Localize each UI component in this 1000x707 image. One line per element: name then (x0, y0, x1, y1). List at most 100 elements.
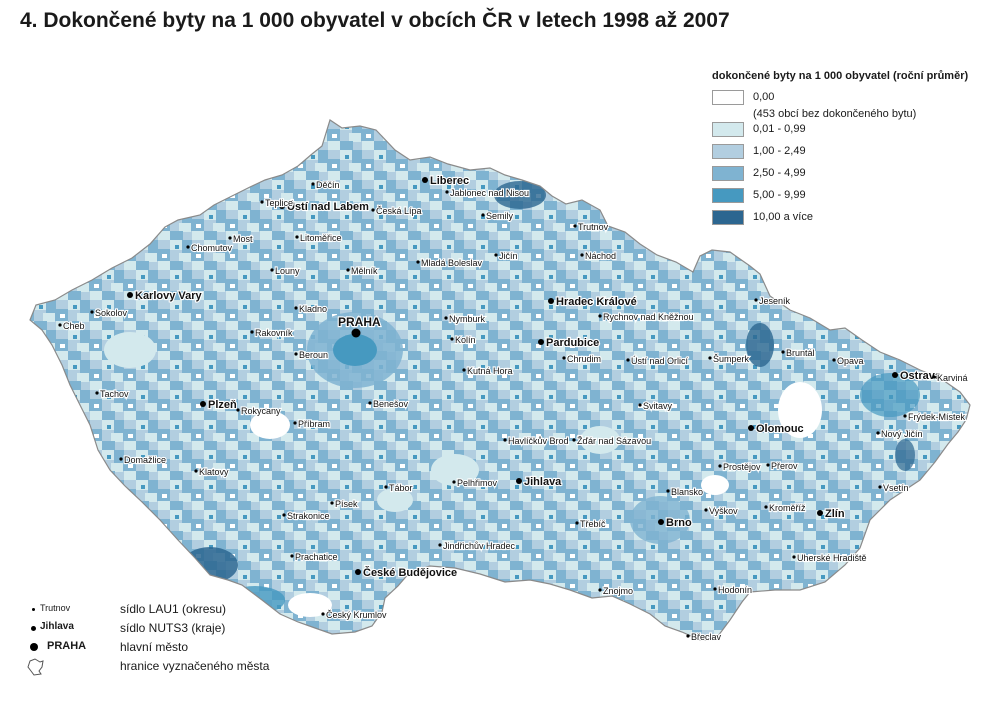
city-label-kromeriz: Kroměříž (769, 503, 806, 513)
capital-dot-icon (30, 643, 38, 651)
city-dot-breclav (686, 634, 690, 638)
city-label-most: Most (233, 234, 253, 244)
city-dot-liberec (422, 177, 428, 183)
city-label-kutna-hora: Kutná Hora (467, 366, 513, 376)
key-label-lau1: sídlo LAU1 (okresu) (120, 602, 227, 616)
city-label-decin: Děčín (316, 180, 340, 190)
city-label-praha: PRAHA (338, 315, 381, 329)
city-dot-domazlice (119, 457, 123, 461)
city-dot-cheb (58, 323, 62, 327)
city-label-louny: Louny (275, 266, 300, 276)
city-label-pardubice: Pardubice (546, 337, 599, 349)
city-label-jablonec-nad-nisou: Jablonec nad Nisou (450, 188, 529, 198)
city-label-beroun: Beroun (299, 350, 328, 360)
city-label-ceske-budejovice: České Budějovice (363, 566, 457, 579)
legend-label-1: 0,01 - 0,99 (753, 123, 806, 135)
city-dot-karlovy-vary (127, 292, 133, 298)
city-label-rokycany: Rokycany (241, 406, 281, 416)
city-dot-vsetin (878, 485, 882, 489)
city-label-pisek: Písek (335, 499, 358, 509)
city-label-zdar-nad-sazavou: Žďár nad Sázavou (577, 436, 651, 446)
lau1-dot-icon (32, 608, 35, 611)
city-dot-kladno (294, 306, 298, 310)
legend-label-4: 5,00 - 9,99 (753, 189, 806, 201)
map-title: 4. Dokončené byty na 1 000 obyvatel v ob… (20, 9, 730, 32)
city-label-opava: Opava (837, 356, 864, 366)
city-dot-kromeriz (764, 505, 768, 509)
legend-swatch-5 (712, 210, 744, 225)
legend-note-0: (453 obcí bez dokončeného bytu) (753, 108, 917, 120)
city-dot-mlada-boleslav (416, 260, 420, 264)
city-label-hodonin: Hodonín (718, 585, 752, 595)
city-dot-most (228, 236, 232, 240)
city-dot-prachatice (290, 554, 294, 558)
city-label-trutnov: Trutnov (578, 222, 609, 232)
city-dot-nachod (580, 253, 584, 257)
nuts3-dot-icon (31, 626, 36, 631)
city-dot-rychnov-nad-kneznou (598, 314, 602, 318)
city-dot-uherske-hradiste (792, 555, 796, 559)
city-label-breclav: Břeclav (691, 632, 722, 642)
city-label-rychnov-nad-kneznou: Rychnov nad Kněžnou (603, 312, 694, 322)
city-dot-prostejov (718, 464, 722, 468)
city-dot-chrudim (562, 356, 566, 360)
city-dot-ostrava (892, 372, 898, 378)
legend: dokončené byty na 1 000 obyvatel (roční … (712, 70, 992, 232)
key-row-border: hranice vyznačeného města (20, 658, 320, 678)
legend-item-2: 1,00 - 2,49 (712, 144, 992, 166)
city-dot-bruntal (781, 350, 785, 354)
legend-swatch-1 (712, 122, 744, 137)
city-label-prostejov: Prostějov (723, 462, 761, 472)
city-dot-beroun (294, 352, 298, 356)
city-dot-benesov (368, 401, 372, 405)
city-dot-jablonec-nad-nisou (445, 190, 449, 194)
city-label-novy-jicin: Nový Jičín (881, 429, 923, 439)
city-label-rakovnik: Rakovník (255, 328, 293, 338)
city-dot-jihlava (516, 478, 522, 484)
city-label-olomouc: Olomouc (756, 423, 804, 435)
city-label-benesov: Benešov (373, 399, 409, 409)
city-dot-plzen (200, 401, 206, 407)
city-dot-prerov (766, 463, 770, 467)
city-dot-rokycany (236, 408, 240, 412)
legend-swatch-4 (712, 188, 744, 203)
city-dot-louny (270, 268, 274, 272)
city-dot-vyskov (704, 508, 708, 512)
city-label-cesky-krumlov: Český Krumlov (326, 610, 387, 620)
key-row-nuts3: Jihlava sídlo NUTS3 (kraje) (20, 621, 320, 640)
city-dot-semily (481, 213, 485, 217)
city-dot-rakovnik (250, 330, 254, 334)
city-label-havlickuv-brod: Havlíčkův Brod (508, 436, 569, 446)
city-label-sumperk: Šumperk (713, 354, 750, 364)
city-label-jihlava: Jihlava (524, 476, 562, 488)
city-dot-ceske-budejovice (355, 569, 361, 575)
city-dot-brno (658, 519, 664, 525)
city-label-cheb: Cheb (63, 321, 85, 331)
city-dot-teplice (260, 200, 264, 204)
city-dot-pribram (293, 421, 297, 425)
city-label-pribram: Příbram (298, 419, 330, 429)
city-label-jesenik: Jeseník (759, 296, 791, 306)
city-label-jindrichuv-hradec: Jindřichův Hradec (443, 541, 516, 551)
symbol-key: Trutnov sídlo LAU1 (okresu) Jihlava sídl… (20, 602, 320, 678)
key-example-nuts3: Jihlava (40, 621, 74, 632)
city-dot-pardubice (538, 339, 544, 345)
key-example-capital: PRAHA (47, 640, 87, 652)
city-label-vyskov: Vyškov (709, 506, 738, 516)
city-dot-melnik (346, 268, 350, 272)
city-dot-chomutov (186, 245, 190, 249)
city-dot-praha (351, 328, 361, 338)
city-dot-tachov (95, 391, 99, 395)
city-label-bruntal: Bruntál (786, 348, 815, 358)
city-label-uherske-hradiste: Uherské Hradiště (797, 553, 867, 563)
key-example-lau1: Trutnov (40, 603, 71, 613)
legend-swatch-2 (712, 144, 744, 159)
city-label-ostrava: Ostrava (900, 370, 942, 382)
city-dot-frydek-mistek (903, 414, 907, 418)
city-dot-trutnov (573, 224, 577, 228)
city-label-klatovy: Klatovy (199, 467, 229, 477)
city-label-jicin: Jičín (499, 251, 518, 261)
city-label-karvina: Karviná (937, 373, 968, 383)
legend-swatch-0 (712, 90, 744, 105)
